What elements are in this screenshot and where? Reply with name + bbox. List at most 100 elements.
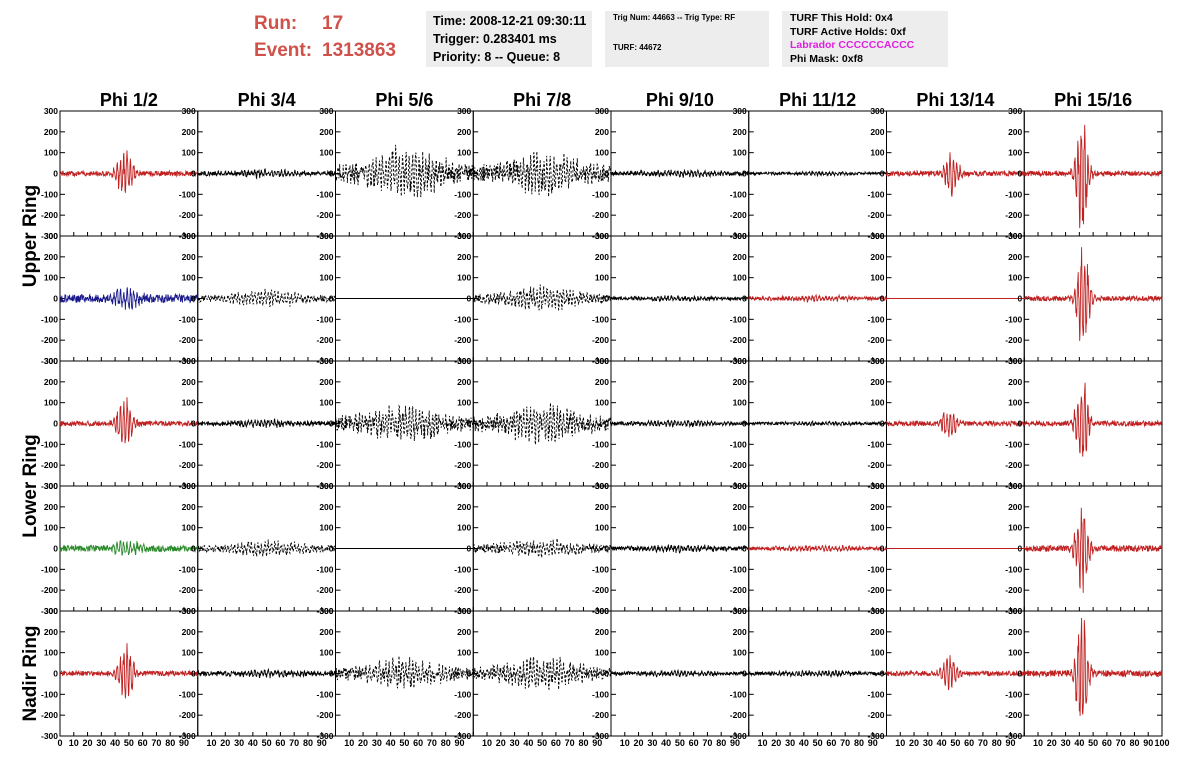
- column-header-2: Phi 3/4: [238, 90, 296, 110]
- y-tick-label: 0: [191, 294, 196, 304]
- y-tick-label: 300: [182, 356, 196, 366]
- y-tick-label: 300: [733, 606, 747, 616]
- y-tick-label: 0: [880, 544, 885, 554]
- x-tick-label: 20: [83, 738, 93, 748]
- ring-label-1: Upper Ring: [20, 185, 41, 287]
- y-tick-label: -200: [179, 210, 196, 220]
- y-tick-label: 300: [1008, 606, 1022, 616]
- y-tick-label: 300: [595, 231, 609, 241]
- x-tick-label: 40: [523, 738, 533, 748]
- y-tick-label: -200: [41, 585, 58, 595]
- y-tick-label: -300: [730, 731, 747, 741]
- waveform-trace-r5-c2: [197, 667, 336, 679]
- y-tick-label: 0: [1018, 669, 1023, 679]
- y-tick-label: 200: [182, 252, 196, 262]
- y-tick-label: 300: [870, 606, 884, 616]
- y-tick-label: 300: [1008, 481, 1022, 491]
- y-tick-label: -100: [41, 314, 58, 324]
- y-tick-label: 200: [595, 502, 609, 512]
- y-tick-label: 100: [1008, 648, 1022, 658]
- y-tick-label: 300: [1008, 231, 1022, 241]
- waveform-trace-r2-c2: [197, 288, 336, 308]
- y-tick-label: 300: [595, 606, 609, 616]
- y-tick-label: -300: [867, 606, 884, 616]
- y-tick-label: -200: [867, 460, 884, 470]
- y-tick-label: 100: [319, 148, 333, 158]
- y-tick-label: -100: [179, 689, 196, 699]
- y-tick-label: 0: [604, 544, 609, 554]
- x-tick-label: 90: [454, 738, 464, 748]
- y-tick-label: 300: [733, 106, 747, 116]
- y-tick-label: -100: [867, 564, 884, 574]
- y-tick-label: -200: [179, 710, 196, 720]
- x-tick-label: 40: [661, 738, 671, 748]
- y-tick-label: 0: [53, 169, 58, 179]
- y-tick-label: 300: [182, 606, 196, 616]
- x-tick-label: 70: [1116, 738, 1126, 748]
- waveform-trace-r5-c3: [335, 655, 474, 689]
- y-tick-label: -100: [730, 439, 747, 449]
- waveform-trace-r5-c7: [886, 655, 1025, 691]
- y-tick-label: 200: [733, 252, 747, 262]
- y-tick-label: 100: [870, 148, 884, 158]
- x-tick-label: 10: [482, 738, 492, 748]
- y-tick-label: 100: [733, 398, 747, 408]
- y-tick-label: 0: [880, 419, 885, 429]
- y-tick-label: 300: [44, 481, 58, 491]
- y-tick-label: 300: [457, 606, 471, 616]
- y-tick-label: 100: [319, 648, 333, 658]
- x-tick-label: 80: [1129, 738, 1139, 748]
- y-tick-label: -300: [41, 481, 58, 491]
- y-tick-label: 300: [44, 606, 58, 616]
- y-tick-label: -100: [730, 564, 747, 574]
- y-tick-label: 100: [44, 398, 58, 408]
- y-tick-label: 0: [329, 294, 334, 304]
- run-label: Run:: [254, 13, 298, 34]
- y-tick-label: 300: [319, 231, 333, 241]
- y-tick-label: 0: [1018, 294, 1023, 304]
- y-tick-label: 300: [182, 106, 196, 116]
- waveform-trace-r1-c4: [472, 151, 612, 197]
- x-tick-label: 10: [207, 738, 217, 748]
- y-tick-label: -100: [316, 314, 333, 324]
- waveform-trace-r2-c6: [748, 293, 887, 304]
- y-tick-label: 300: [319, 356, 333, 366]
- x-tick-label: 30: [647, 738, 657, 748]
- trig-num-text: Trig Num: 44663 -- Trig Type: RF: [613, 13, 736, 22]
- x-tick-label: 90: [592, 738, 602, 748]
- y-tick-label: -200: [1005, 585, 1022, 595]
- y-tick-label: -200: [1005, 460, 1022, 470]
- y-tick-label: -300: [454, 731, 471, 741]
- y-tick-label: -100: [179, 314, 196, 324]
- y-tick-label: 200: [182, 377, 196, 387]
- y-tick-label: 0: [1018, 544, 1023, 554]
- x-tick-label: 80: [441, 738, 451, 748]
- y-tick-label: 300: [1008, 106, 1022, 116]
- x-tick-label: 60: [275, 738, 285, 748]
- waveform-trace-r4-c8: [1023, 507, 1163, 593]
- y-tick-label: 100: [595, 148, 609, 158]
- y-tick-label: 100: [870, 523, 884, 533]
- y-tick-label: -200: [867, 335, 884, 345]
- y-tick-label: 100: [182, 398, 196, 408]
- turf-active-text: TURF Active Holds: 0xf: [790, 25, 906, 38]
- y-tick-label: -200: [454, 335, 471, 345]
- y-tick-label: -200: [454, 210, 471, 220]
- x-tick-label: 10: [344, 738, 354, 748]
- y-tick-label: -300: [592, 481, 609, 491]
- ring-label-3: Nadir Ring: [20, 625, 41, 721]
- waveform-trace-r5-c1: [59, 643, 199, 699]
- y-tick-label: 100: [182, 523, 196, 533]
- y-tick-label: 100: [595, 398, 609, 408]
- y-tick-label: -100: [592, 189, 609, 199]
- y-tick-label: 0: [604, 669, 609, 679]
- y-tick-label: 300: [319, 106, 333, 116]
- y-tick-label: -200: [730, 210, 747, 220]
- x-tick-label: 40: [1074, 738, 1084, 748]
- x-tick-label: 90: [868, 738, 878, 748]
- y-tick-label: 100: [1008, 523, 1022, 533]
- y-tick-label: -200: [1005, 335, 1022, 345]
- column-header-1: Phi 1/2: [100, 90, 158, 110]
- y-tick-label: -300: [179, 356, 196, 366]
